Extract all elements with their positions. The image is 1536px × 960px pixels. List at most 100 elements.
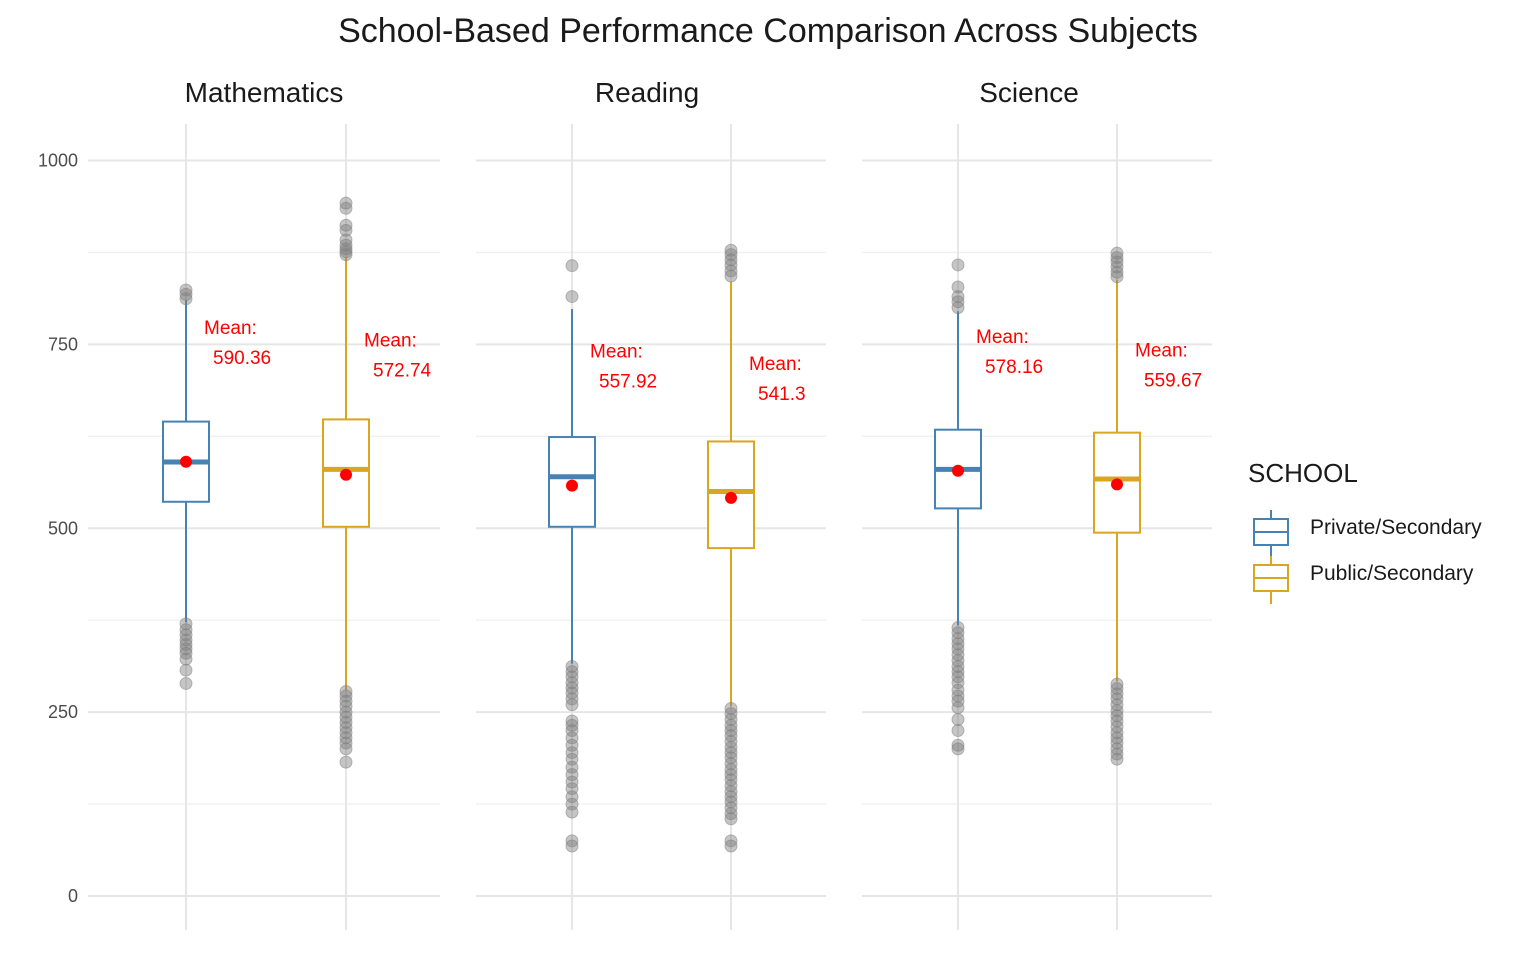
mean-label-heading: Mean: xyxy=(590,342,643,363)
outlier-point xyxy=(565,676,579,690)
outlier-point xyxy=(951,301,965,315)
mean-label-heading: Mean: xyxy=(1135,340,1188,361)
box-reading-private: Mean: 557.92 xyxy=(548,259,657,853)
outlier-point xyxy=(179,628,193,642)
outlier-point xyxy=(179,637,193,651)
legend-item-public: Public/Secondary xyxy=(1253,556,1474,604)
outlier-point xyxy=(565,839,579,853)
outlier-point xyxy=(951,694,965,708)
box-science-public: Mean: 559.67 xyxy=(1093,246,1202,766)
outlier-point xyxy=(565,698,579,712)
outlier-point xyxy=(724,785,738,799)
outlier-point xyxy=(951,665,965,679)
outlier-point xyxy=(565,834,579,848)
outlier-point xyxy=(179,663,193,677)
outlier-point xyxy=(724,248,738,262)
iqr-box xyxy=(548,436,596,528)
outlier-point xyxy=(339,201,353,215)
outlier-point xyxy=(339,223,353,237)
outlier-point xyxy=(951,258,965,272)
outlier-point xyxy=(724,269,738,283)
legend-title: SCHOOL xyxy=(1248,458,1358,488)
outlier-point xyxy=(724,718,738,732)
plot-layer: Mean: 590.36 Mean: 572.74 Mean: 557.92 Mean: 54… xyxy=(38,124,1212,930)
outlier-point xyxy=(1110,704,1124,718)
box-reading-public: Mean: 541.3 xyxy=(707,243,806,853)
mean-point xyxy=(340,468,352,481)
outlier-point xyxy=(339,726,353,740)
iqr-box xyxy=(322,418,370,528)
facet-title-science: Science xyxy=(979,77,1079,108)
mean-label-value: 541.3 xyxy=(758,384,806,405)
outlier-point xyxy=(565,790,579,804)
outlier-point xyxy=(565,718,579,732)
outlier-point xyxy=(724,807,738,821)
outlier-point xyxy=(339,685,353,699)
facet-title-reading: Reading xyxy=(595,77,699,108)
y-tick-label: 750 xyxy=(48,334,78,354)
outlier-point xyxy=(1110,246,1124,260)
outlier-point xyxy=(951,738,965,752)
outlier-point xyxy=(1110,682,1124,696)
outlier-point xyxy=(1110,687,1124,701)
outlier-point xyxy=(339,238,353,252)
outlier-point xyxy=(339,742,353,756)
outlier-point xyxy=(565,681,579,695)
outlier-point xyxy=(565,805,579,819)
outlier-point xyxy=(179,287,193,301)
outlier-point xyxy=(724,812,738,826)
outlier-point xyxy=(565,760,579,774)
outlier-point xyxy=(724,264,738,278)
outlier-point xyxy=(724,839,738,853)
outlier-point xyxy=(339,710,353,724)
outlier-point xyxy=(724,724,738,738)
outlier-point xyxy=(1110,265,1124,279)
outlier-point xyxy=(179,676,193,690)
outlier-point xyxy=(565,665,579,679)
outlier-point xyxy=(951,742,965,756)
outlier-point xyxy=(1110,270,1124,284)
outlier-point xyxy=(565,775,579,789)
outlier-point xyxy=(1110,255,1124,269)
box-mathematics-public: Mean: 572.74 xyxy=(322,196,432,769)
outlier-point xyxy=(1110,726,1124,740)
mean-point xyxy=(566,479,578,492)
legend-label-public: Public/Secondary xyxy=(1310,562,1474,585)
outlier-point xyxy=(1110,731,1124,745)
outlier-point xyxy=(565,746,579,760)
outlier-point xyxy=(339,755,353,769)
outlier-point xyxy=(179,652,193,666)
mean-label-value: 572.74 xyxy=(373,361,432,382)
outlier-point xyxy=(951,637,965,651)
outlier-point xyxy=(724,790,738,804)
y-tick-label: 250 xyxy=(48,702,78,722)
outlier-point xyxy=(951,660,965,674)
outlier-point xyxy=(179,642,193,656)
facet-reading: Reading xyxy=(595,77,699,108)
panel-reading: Mean: 557.92 Mean: 541.3 xyxy=(476,124,826,930)
outlier-point xyxy=(339,248,353,262)
legend-item-private: Private/Secondary xyxy=(1253,510,1482,558)
outlier-point xyxy=(951,676,965,690)
outlier-point xyxy=(724,253,738,267)
mean-point xyxy=(952,464,964,477)
outlier-point xyxy=(339,721,353,735)
outlier-point xyxy=(951,724,965,738)
outlier-point xyxy=(951,712,965,726)
outlier-point xyxy=(339,715,353,729)
outlier-point xyxy=(339,694,353,708)
outlier-point xyxy=(179,292,193,306)
outlier-point xyxy=(339,245,353,259)
outlier-point xyxy=(951,632,965,646)
outlier-point xyxy=(179,623,193,637)
mean-point xyxy=(180,455,192,468)
outlier-point xyxy=(951,280,965,294)
outlier-point xyxy=(951,290,965,304)
outlier-point xyxy=(724,768,738,782)
box-mathematics-private: Mean: 590.36 xyxy=(162,283,271,690)
outlier-point xyxy=(1110,251,1124,265)
outlier-point xyxy=(1110,677,1124,691)
y-tick-label: 0 xyxy=(68,886,78,906)
mean-label-value: 559.67 xyxy=(1144,370,1202,391)
